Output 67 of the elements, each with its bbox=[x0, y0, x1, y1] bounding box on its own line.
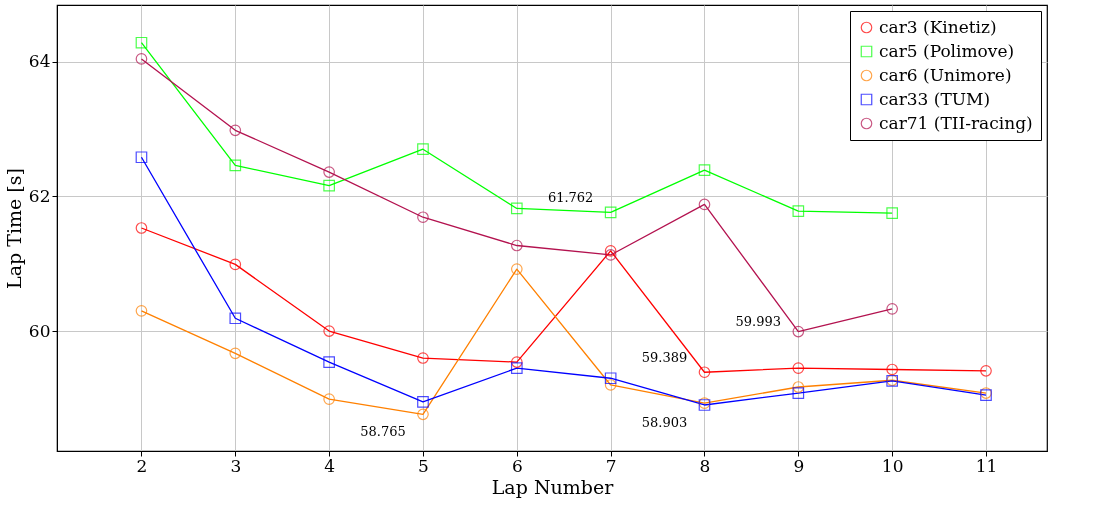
x-tick-label: 9 bbox=[793, 455, 805, 476]
point bbox=[323, 166, 335, 178]
point bbox=[417, 395, 429, 408]
point bbox=[323, 356, 335, 368]
x-tick-label: 2 bbox=[136, 455, 148, 476]
point bbox=[510, 239, 523, 252]
point bbox=[229, 124, 242, 137]
y-axis-title: Lap Time [s] bbox=[2, 168, 25, 289]
point bbox=[229, 347, 242, 360]
x-tick-label: 6 bbox=[511, 455, 523, 476]
point bbox=[792, 205, 805, 217]
annotation: 58.903 bbox=[641, 414, 688, 430]
point bbox=[135, 36, 148, 49]
point bbox=[886, 303, 899, 315]
point bbox=[604, 245, 617, 257]
y-tick-label: 64 bbox=[28, 51, 51, 72]
x-tick-label: 10 bbox=[881, 455, 904, 476]
point bbox=[417, 408, 429, 421]
point bbox=[510, 202, 523, 215]
point bbox=[135, 222, 148, 234]
point bbox=[698, 198, 711, 211]
point bbox=[417, 143, 429, 156]
annotation: 59.993 bbox=[735, 313, 782, 329]
legend-label: car5 (Polimove) bbox=[879, 40, 1015, 61]
x-axis-title: Lap Number bbox=[491, 475, 615, 498]
point bbox=[792, 325, 805, 338]
point bbox=[417, 211, 429, 224]
x-tick-label: 5 bbox=[418, 455, 429, 476]
point bbox=[323, 325, 335, 337]
point bbox=[135, 305, 148, 317]
point bbox=[604, 206, 617, 219]
point bbox=[604, 249, 617, 261]
legend-label: car33 (TUM) bbox=[879, 88, 991, 109]
point bbox=[792, 362, 805, 374]
point bbox=[135, 151, 148, 164]
point bbox=[792, 381, 805, 393]
point bbox=[604, 379, 617, 391]
x-tick-label: 11 bbox=[975, 455, 998, 476]
point bbox=[510, 356, 523, 368]
point bbox=[980, 364, 992, 377]
point bbox=[229, 312, 242, 325]
point bbox=[604, 372, 617, 385]
x-tick-label: 4 bbox=[324, 455, 336, 476]
point bbox=[135, 53, 148, 65]
legend-label: car6 (Unimore) bbox=[879, 64, 1012, 85]
point bbox=[323, 393, 335, 405]
legend-label: car3 (Kinetiz) bbox=[879, 16, 997, 37]
x-tick-label: 8 bbox=[699, 455, 711, 476]
point bbox=[886, 363, 899, 376]
point bbox=[510, 362, 523, 374]
x-tick-label: 7 bbox=[605, 455, 617, 476]
point bbox=[229, 258, 242, 271]
point bbox=[510, 263, 523, 275]
point bbox=[698, 366, 711, 379]
x-tick-label: 3 bbox=[230, 455, 242, 476]
point bbox=[229, 159, 242, 172]
point bbox=[323, 179, 335, 192]
legend-label: car71 (TII-racing) bbox=[879, 112, 1033, 133]
point bbox=[698, 164, 711, 176]
point bbox=[792, 387, 805, 399]
point bbox=[417, 352, 429, 364]
annotation: 61.762 bbox=[547, 190, 594, 206]
y-tick-label: 60 bbox=[28, 320, 51, 341]
annotation: 58.765 bbox=[360, 424, 406, 440]
point bbox=[886, 207, 899, 220]
y-tick-label: 62 bbox=[28, 185, 51, 206]
annotation: 59.389 bbox=[641, 350, 688, 366]
